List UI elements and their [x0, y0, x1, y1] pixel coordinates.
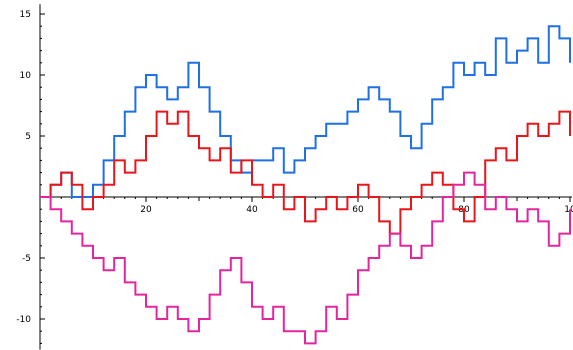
series-group — [40, 25, 571, 345]
series-1-line — [40, 25, 571, 198]
y-tick-label: 10 — [20, 71, 32, 81]
series-3-line — [40, 171, 571, 345]
y-tick-label: -5 — [22, 254, 31, 264]
series-2-line — [40, 110, 571, 235]
x-tick-label: 40 — [246, 205, 258, 215]
x-tick-label: 60 — [352, 205, 364, 215]
y-tick-label: 15 — [20, 10, 31, 20]
y-tick-label: -10 — [16, 315, 31, 325]
x-tick-label: 20 — [140, 205, 152, 215]
x-tick-label: 10 — [564, 205, 573, 215]
y-tick-label: 5 — [25, 132, 31, 142]
